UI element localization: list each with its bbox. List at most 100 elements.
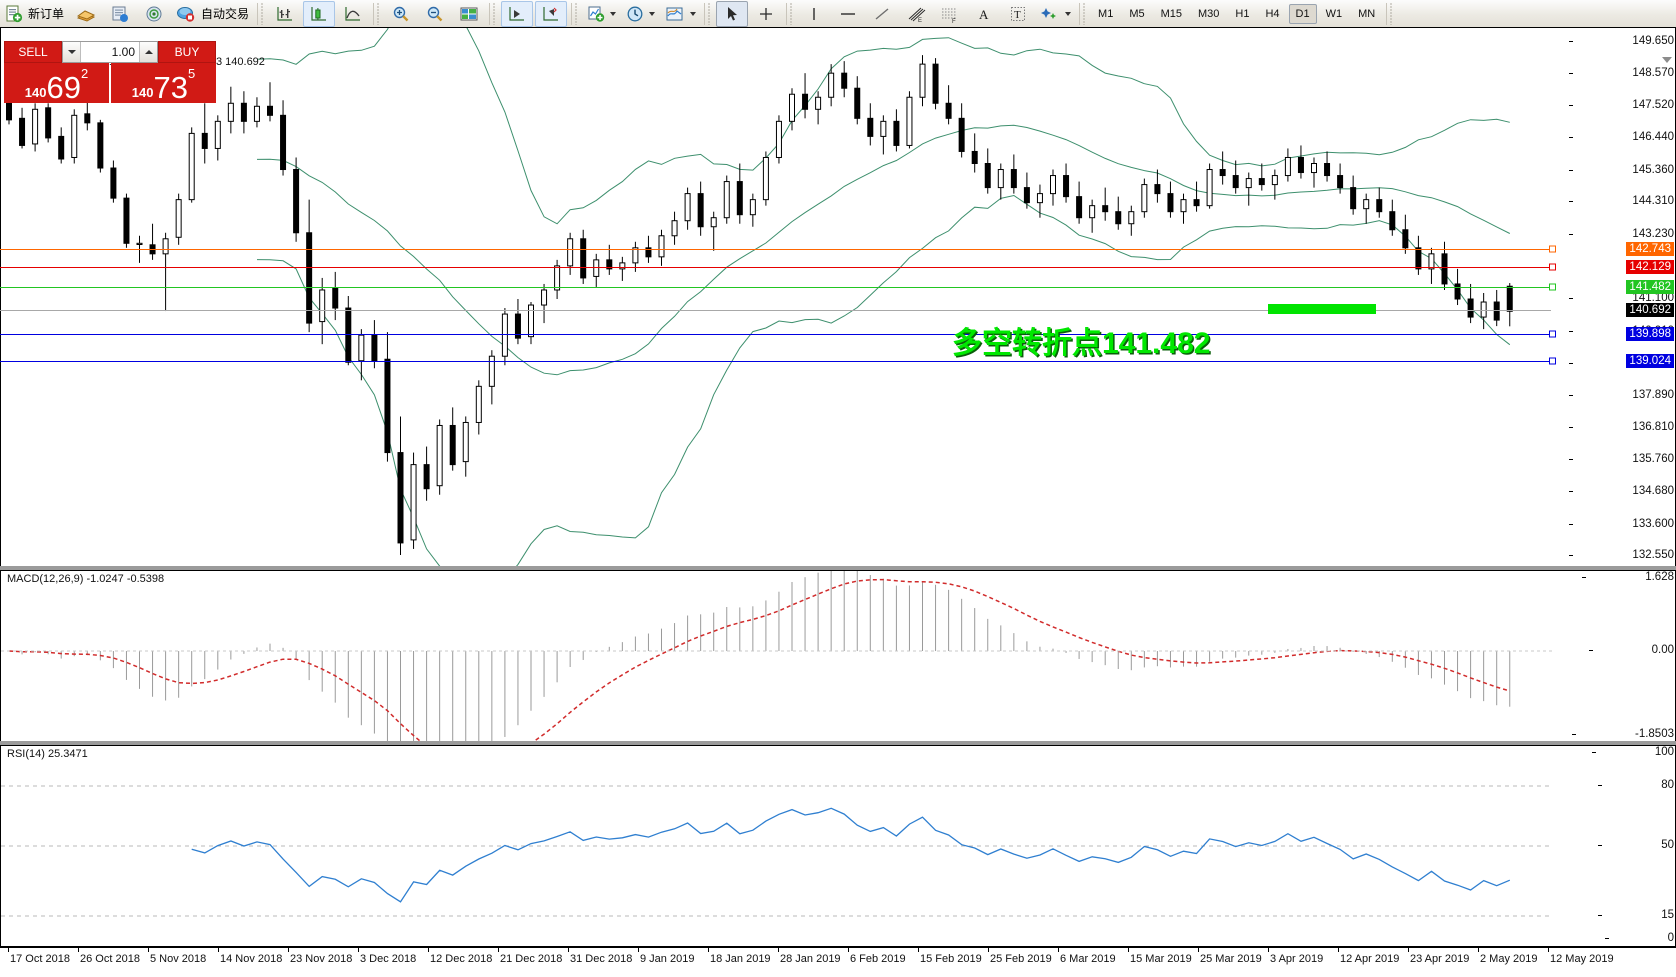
timeframe-m30[interactable]: M30 <box>1198 7 1220 20</box>
time-label: 14 Nov 2018 <box>220 953 283 965</box>
zoom-out-button[interactable] <box>419 1 451 27</box>
buy-button[interactable]: BUY <box>158 41 216 63</box>
auto-scroll-button[interactable] <box>501 0 534 27</box>
blue-level-line-2[interactable] <box>0 360 1551 362</box>
news-icon <box>112 6 129 22</box>
crosshair-button[interactable] <box>750 1 782 27</box>
cursor-button[interactable] <box>716 0 749 27</box>
time-label: 21 Dec 2018 <box>500 953 563 965</box>
autotrading-label: 自动交易 <box>201 7 250 21</box>
news-button[interactable] <box>104 1 136 27</box>
periodicity-icon <box>627 6 643 21</box>
rsi-pane[interactable]: RSI(14) 25.3471 <box>0 745 1676 947</box>
price-pane[interactable] <box>0 27 1676 568</box>
price-tick: 136.810 <box>1569 421 1674 433</box>
chevron-down-icon[interactable] <box>649 11 656 16</box>
chevron-down-icon[interactable] <box>1065 11 1072 16</box>
sell-price-sup: 2 <box>80 66 89 81</box>
shapes-icon <box>1041 7 1057 19</box>
templates-button[interactable] <box>661 1 700 27</box>
book-button[interactable] <box>70 1 102 27</box>
macd-pane[interactable]: MACD(12,26,9) -1.0247 -0.5398 <box>0 570 1676 743</box>
pane-divider-2[interactable] <box>0 741 1676 745</box>
volume-input[interactable]: 1.00 <box>81 42 139 62</box>
green-level-line-tag: 141.482 <box>1626 279 1674 294</box>
sell-price-display[interactable]: 140 69 2 <box>4 63 109 103</box>
zoom-in-button[interactable] <box>385 1 417 27</box>
chart-area[interactable]: GBPJPY-, Daily 141.524 141.630 140.193 1… <box>0 27 1676 977</box>
orange-level-line-handle[interactable] <box>1549 245 1556 253</box>
bar-chart-button[interactable] <box>269 1 301 27</box>
timeframe-w1[interactable]: W1 <box>1325 7 1343 20</box>
volume-increase-button[interactable] <box>139 42 157 62</box>
time-scale[interactable]: 17 Oct 2018 26 Oct 2018 5 Nov 2018 14 Nov 2… <box>0 947 1676 977</box>
text-button[interactable]: A <box>968 1 1000 27</box>
price-tick: 148.570 <box>1569 67 1674 79</box>
buy-price-display[interactable]: 140 73 5 <box>111 63 216 103</box>
templates-icon <box>666 7 683 20</box>
signals-button[interactable] <box>138 1 170 27</box>
vertical-line-button[interactable] <box>798 1 830 27</box>
tile-windows-button[interactable] <box>453 1 485 27</box>
chart-shift-button[interactable] <box>535 0 568 27</box>
buy-price-sup: 5 <box>187 66 196 81</box>
macd-label: MACD(12,26,9) -1.0247 -0.5398 <box>7 573 165 585</box>
rsi-plot <box>1 785 1552 917</box>
time-label: 3 Dec 2018 <box>360 953 417 965</box>
timeframe-m1[interactable]: M1 <box>1098 7 1114 20</box>
volume-stepper[interactable]: 1.00 <box>62 41 158 63</box>
timeframe-m15[interactable]: M15 <box>1160 7 1182 20</box>
sell-button[interactable]: SELL <box>4 41 62 63</box>
fibonacci-retracement-button[interactable]: F <box>934 1 966 27</box>
rsi-tick: 50 <box>1598 839 1674 851</box>
blue-level-line-1-tag: 139.898 <box>1626 327 1674 342</box>
toolbar-separator <box>373 2 382 25</box>
volume-dropdown-button[interactable] <box>63 42 81 62</box>
one-click-trading-panel[interactable]: SELL 1.00 BUY 140 69 2 140 73 5 <box>4 41 216 103</box>
chevron-down-icon <box>67 50 76 54</box>
zoom-out-icon <box>427 6 443 21</box>
candlestick-chart-icon <box>311 6 327 21</box>
chevron-down-icon[interactable] <box>610 11 617 16</box>
blue-level-line-1[interactable] <box>0 334 1551 336</box>
price-tick: 145.360 <box>1569 164 1674 176</box>
chevron-down-icon[interactable] <box>690 11 697 16</box>
red-level-line[interactable] <box>0 267 1551 269</box>
new-order-icon <box>6 5 23 22</box>
timeframe-h1[interactable]: H1 <box>1235 7 1250 20</box>
blue-level-line-1-handle[interactable] <box>1549 330 1556 338</box>
new-order-button[interactable]: 新订单 <box>1 1 68 27</box>
main-toolbar: 新订单 <box>0 0 1676 28</box>
blue-level-line-2-handle[interactable] <box>1549 357 1556 365</box>
time-label: 23 Apr 2019 <box>1410 953 1470 965</box>
timeframe-m5[interactable]: M5 <box>1129 7 1145 20</box>
green-level-line[interactable] <box>0 286 1551 288</box>
new-order-label: 新订单 <box>28 7 65 21</box>
periodicity-button[interactable] <box>622 1 659 27</box>
horizontal-line-button[interactable] <box>832 1 864 27</box>
price-tick: 137.890 <box>1569 389 1674 401</box>
timeframe-d1[interactable]: D1 <box>1288 3 1317 24</box>
macd-tick: 0.00 <box>1588 644 1674 656</box>
zoom-in-icon <box>393 6 409 21</box>
scroll-down-arrow-icon[interactable] <box>1662 57 1672 63</box>
shapes-button[interactable] <box>1036 1 1075 27</box>
price-tick: 135.760 <box>1569 453 1674 465</box>
sell-price-prefix: 140 <box>24 85 47 100</box>
green-level-line-handle[interactable] <box>1549 283 1556 290</box>
timeframe-mn[interactable]: MN <box>1358 7 1376 20</box>
timeframe-h4[interactable]: H4 <box>1265 7 1280 20</box>
pane-divider-1[interactable] <box>0 566 1676 570</box>
candlestick-chart-button[interactable] <box>303 0 336 27</box>
svg-text:A: A <box>979 7 989 22</box>
autotrading-button[interactable]: 自动交易 <box>172 1 253 27</box>
red-level-line-handle[interactable] <box>1549 263 1556 271</box>
indicators-button[interactable] <box>583 1 620 27</box>
line-chart-button[interactable] <box>337 1 369 27</box>
equidistant-channel-button[interactable]: E <box>900 1 932 27</box>
time-label: 12 Apr 2019 <box>1340 953 1400 965</box>
time-label: 6 Feb 2019 <box>850 953 906 965</box>
text-label-button[interactable]: T <box>1002 1 1034 27</box>
orange-level-line[interactable] <box>0 248 1551 250</box>
trendline-button[interactable] <box>866 1 898 27</box>
